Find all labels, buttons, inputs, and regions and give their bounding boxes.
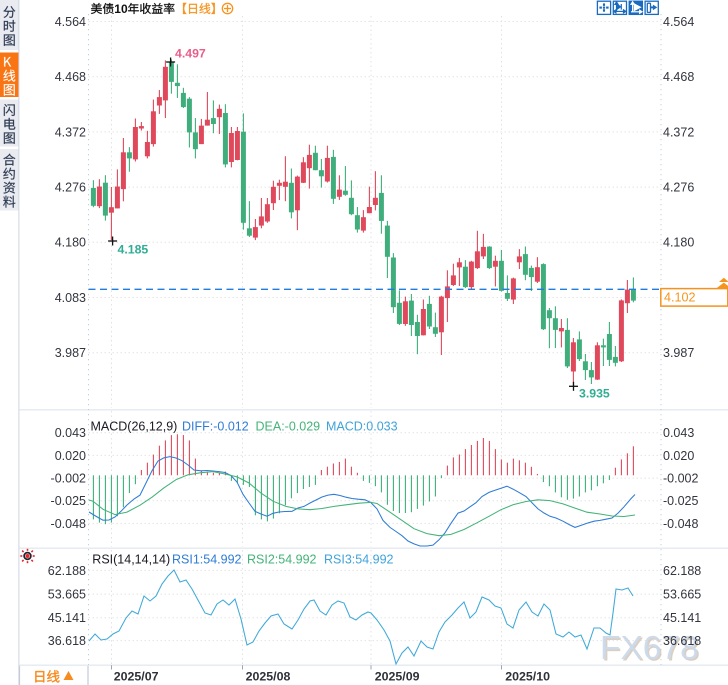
svg-text:2025/10: 2025/10 [505,670,550,684]
svg-text:62.188: 62.188 [48,564,86,578]
svg-text:FX678: FX678 [600,630,699,667]
svg-text:-0.002: -0.002 [51,472,86,486]
svg-text:4.276: 4.276 [55,181,86,195]
svg-text:53.665: 53.665 [663,588,701,602]
svg-text:36.618: 36.618 [663,634,701,648]
svg-text:DEA:-0.029: DEA:-0.029 [256,419,321,433]
svg-text:RSI1:54.992: RSI1:54.992 [172,553,242,567]
svg-text:4.276: 4.276 [663,181,694,195]
svg-text:2025/07: 2025/07 [114,670,159,684]
svg-text:2025/08: 2025/08 [246,670,291,684]
svg-text:4.564: 4.564 [55,15,86,29]
svg-text:RSI3:54.992: RSI3:54.992 [324,553,394,567]
svg-text:4.083: 4.083 [55,291,86,305]
svg-text:10: 10 [114,2,128,16]
svg-text:MACD(26,12,9): MACD(26,12,9) [91,419,178,433]
svg-text:4.497: 4.497 [175,47,206,61]
svg-text:3.987: 3.987 [55,346,86,360]
svg-text:3.987: 3.987 [663,346,694,360]
svg-text:2025/09: 2025/09 [375,670,420,684]
svg-text:4.564: 4.564 [663,15,694,29]
svg-text:3.935: 3.935 [579,387,610,401]
svg-text:RSI(14,14,14): RSI(14,14,14) [92,553,170,567]
svg-text:45.141: 45.141 [48,611,86,625]
svg-text:4.372: 4.372 [55,125,86,139]
svg-text:-0.025: -0.025 [663,494,698,508]
svg-text:4.468: 4.468 [663,70,694,84]
svg-text:4.468: 4.468 [55,70,86,84]
svg-text:-0.002: -0.002 [663,472,698,486]
svg-text:0.020: 0.020 [55,449,86,463]
svg-text:-0.025: -0.025 [51,494,86,508]
svg-text:36.618: 36.618 [48,634,86,648]
svg-text:4.180: 4.180 [55,236,86,250]
svg-text:RSI2:54.992: RSI2:54.992 [247,553,317,567]
svg-text:0.020: 0.020 [663,449,694,463]
svg-text:45.141: 45.141 [663,611,701,625]
svg-text:4.102: 4.102 [664,291,696,305]
svg-text:4.185: 4.185 [118,243,149,257]
svg-text:53.665: 53.665 [48,588,86,602]
svg-text:4.180: 4.180 [663,236,694,250]
svg-text:FX678: FX678 [602,632,701,669]
svg-text:DIFF:-0.012: DIFF:-0.012 [182,419,249,433]
svg-text:-0.048: -0.048 [663,517,698,531]
svg-text:62.188: 62.188 [663,564,701,578]
svg-text:-0.048: -0.048 [51,517,86,531]
svg-text:0.043: 0.043 [55,426,86,440]
svg-text:MACD:0.033: MACD:0.033 [326,419,398,433]
svg-text:4.372: 4.372 [663,125,694,139]
svg-text:0.043: 0.043 [663,426,694,440]
